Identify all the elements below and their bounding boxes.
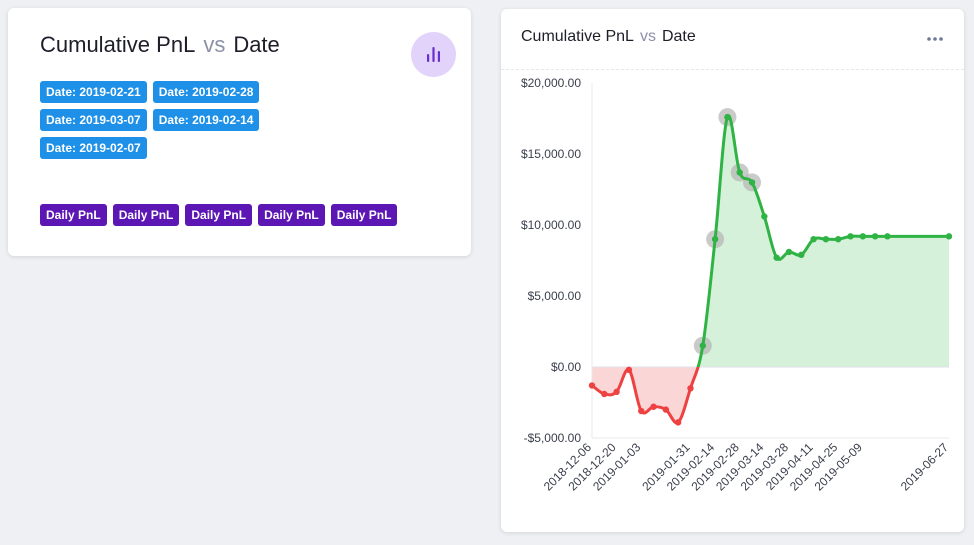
data-point [859,233,867,240]
data-point [601,390,608,398]
data-point [884,233,891,240]
pnl-chip[interactable]: Daily PnL [330,204,398,226]
data-point [871,233,879,240]
data-point [711,236,719,243]
chart-title-vs: vs [639,28,656,45]
y-tick-label: -$5,000.00 [524,431,582,445]
chart-title-x: Date [661,28,696,45]
y-tick-label: $10,000.00 [521,218,581,232]
pnl-chip[interactable]: Daily PnL [258,204,325,226]
left-card-title: Cumulative PnL vs Date [40,32,280,58]
data-point [625,366,633,374]
y-tick-label: $5,000.00 [528,289,582,303]
left-title-x: Date [233,32,280,57]
data-point [588,382,596,389]
data-point [674,419,682,426]
data-point [822,236,830,243]
left-title-y: Cumulative PnL [40,32,196,57]
data-point [748,179,756,186]
date-chip[interactable]: Date: 2019-03-07 [40,109,147,131]
pnl-area-chart: -$5,000.00 $0.00 $5,000.00 $10,000.00 $15,00… [521,76,953,494]
date-chip[interactable]: Date: 2019-02-21 [40,81,147,103]
data-point [613,388,620,396]
date-filter-chips: Date: 2019-02-21 Date: 2019-02-28Date: 20… [40,81,300,165]
data-point [798,251,805,259]
pnl-chip[interactable]: Daily PnL [112,204,180,226]
more-horizontal-icon [927,37,943,41]
pnl-chip[interactable]: Daily PnL [185,204,253,226]
chart-type-button[interactable] [411,32,456,77]
data-point [724,113,731,121]
negative-area [592,367,949,423]
more-options-button[interactable] [923,31,947,47]
data-point [835,236,842,243]
pnl-line-negative [591,367,700,425]
date-chip[interactable]: Date: 2019-02-28 [152,81,260,103]
chart-title-y: Cumulative PnL [521,28,634,45]
data-point [773,254,780,261]
data-point [785,248,793,256]
y-tick-label: $0.00 [551,360,581,374]
pnl-chip[interactable]: Daily PnL [40,204,107,226]
bar-chart-icon [427,47,440,62]
data-point [945,233,953,240]
data-point [650,403,657,410]
data-point [638,407,645,415]
x-tick-label: 2019-06-27 [898,440,952,494]
chart-header: Cumulative PnL vs Date [501,9,964,70]
data-point [847,233,854,240]
right-card: Cumulative PnL vs Date -$5,000.00 $0.00 $5,0… [501,9,964,532]
left-card: Cumulative PnL vs Date Date: 2019-02-21 Dat… [8,8,471,256]
data-point [699,342,706,349]
left-title-vs: vs [203,32,226,57]
pnl-chips: Daily PnL Daily PnL Daily PnL Daily PnL Dail… [40,204,460,232]
data-point [687,385,694,392]
y-tick-label: $15,000.00 [521,147,581,161]
date-chip[interactable]: Date: 2019-02-14 [152,109,260,131]
chart-title: Cumulative PnL vs Date [521,28,696,46]
date-chip[interactable]: Date: 2019-02-07 [40,137,147,159]
data-point [810,236,817,243]
data-point [662,406,670,413]
data-point [761,213,768,220]
y-tick-label: $20,000.00 [521,76,581,90]
data-point [736,169,743,176]
